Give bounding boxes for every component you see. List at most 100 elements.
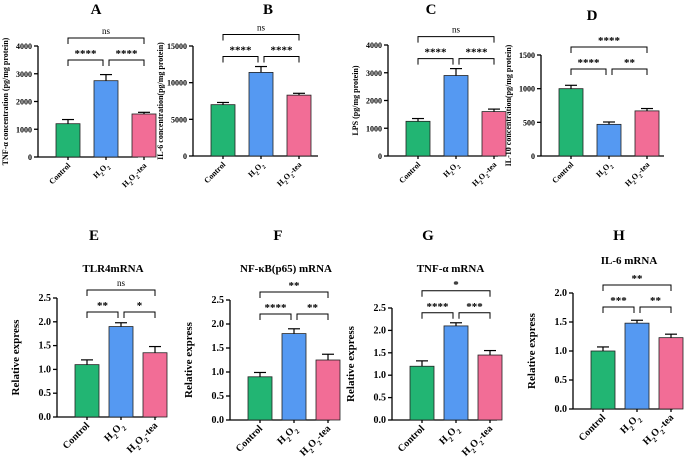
significance-label: ** [632,273,644,285]
y-tick-label: 0 [183,152,187,161]
significance-bracket [222,56,259,63]
y-tick-label: 1.5 [374,348,387,359]
significance-bracket [570,46,648,53]
panel-title: TLR4mRNA [82,263,143,275]
significance-bracket [296,313,329,320]
panel-a: A TNF-α concentration (pg/mg protein) 0 100… [1,2,157,189]
bar-h2o2 [624,322,650,410]
significance-bracket [86,311,119,318]
y-tick-label: 0.5 [555,375,568,386]
panel-h: H IL-6 mRNA Relative express 0.0 0.5 1.0 1.5 2.… [526,228,684,449]
significance-bracket [259,291,329,298]
y-tick-label: 3000 [16,70,32,79]
bar-h2o2-tea [131,113,157,158]
bar-h2o2-tea [315,359,341,421]
y-tick-label: 1.5 [39,341,52,352]
y-tick-label: 2000 [366,97,382,106]
panel-title: TNF-α mRNA [417,263,485,275]
bar-h2o2-tea [481,111,507,157]
significance-bracket [108,59,145,66]
significance-label: *** [466,301,483,313]
significance-label: ** [307,302,319,314]
significance-label: ** [624,57,636,69]
significance-bracket [67,37,145,44]
x-tick-label: H2O2-tea [298,423,335,460]
panel-letter: B [263,2,273,18]
panel-letter: C [426,2,437,18]
y-tick-label: 5000 [171,115,187,124]
significance-bracket [222,34,300,41]
x-tick-label: H2O2 [437,423,463,449]
x-tick-label: Control [47,161,73,187]
y-tick-label: 1000 [366,124,382,133]
significance-bracket [263,56,300,63]
significance-label: **** [427,301,450,313]
significance-bracket [570,68,607,75]
significance-label: **** [598,35,621,47]
bar-h2o2-tea [142,352,168,418]
panel-d: D IL-10 concentration(pg/mg protein) 0 500 1… [504,8,664,188]
y-tick-label: 1.0 [555,346,568,357]
significance-label: *** [610,295,627,307]
y-axis-label: IL-10 concentration(pg/mg protein) [504,44,513,166]
y-axis-label: Relative express [345,325,357,402]
y-axis-label: LPS (pg/mg protein) [351,65,360,135]
y-tick-label: 15000 [167,42,187,51]
y-tick-label: 1.0 [212,367,225,378]
x-tick-label: H2O2-tea [125,420,162,457]
y-axis-label: Relative express [526,312,538,389]
y-tick-label: 1.5 [555,317,568,328]
y-tick-label: 2.0 [374,325,387,336]
significance-label: **** [75,48,98,60]
significance-bracket [417,58,454,65]
significance-bracket [611,68,648,75]
bar-control [210,104,236,157]
x-tick-label: Control [550,160,576,186]
panel-letter: D [587,8,598,24]
bar-h2o2-tea [477,354,503,421]
x-tick-label: Control [61,420,92,451]
y-tick-label: 0 [378,152,382,161]
y-axis-label: Relative express [10,319,22,396]
bar-control [558,88,584,157]
x-tick-label: Control [396,423,427,454]
significance-label: **** [425,47,448,59]
y-tick-label: 0 [28,153,32,162]
y-tick-label: 4000 [16,42,32,51]
x-tick-label: Control [397,160,423,186]
y-tick-label: 1.5 [212,343,225,354]
bar-control [409,365,435,421]
panel-letter: G [422,228,434,244]
significance-bracket [86,289,156,296]
significance-label: ** [650,295,662,307]
panel-letter: F [273,228,282,244]
y-tick-label: 2.5 [212,295,225,306]
x-tick-label: H2O2-tea [641,412,678,449]
y-tick-label: 0 [531,152,535,161]
significance-label: ns [117,278,126,288]
bar-h2o2 [248,72,274,157]
x-tick-label: H2O2 [594,160,615,181]
y-tick-label: 2000 [16,98,32,107]
significance-bracket [123,311,156,318]
y-tick-label: 0.0 [555,404,568,415]
panel-b: B IL-6 concentration(pg/mg protein) 0 5000 1… [156,2,318,188]
y-tick-label: 1000 [519,85,535,94]
y-tick-label: 1.0 [374,370,387,381]
x-tick-label: H2O2 [275,423,301,449]
y-tick-label: 2.0 [39,317,52,328]
bar-control [74,364,100,418]
panel-letter: H [613,228,625,244]
x-tick-label: Control [234,423,265,454]
panel-c: C LPS (pg/mg protein) 0 1000 2000 3000 4000 Con… [351,2,507,188]
y-tick-label: 0.5 [39,388,52,399]
y-tick-label: 0.0 [374,415,387,426]
significance-label: ns [452,25,461,35]
y-tick-label: 1.0 [39,364,52,375]
y-tick-label: 0.0 [212,415,225,426]
panel-title: IL-6 mRNA [601,255,658,267]
x-tick-label: Control [577,412,608,443]
significance-bracket [602,306,635,313]
significance-label: ns [102,26,111,36]
